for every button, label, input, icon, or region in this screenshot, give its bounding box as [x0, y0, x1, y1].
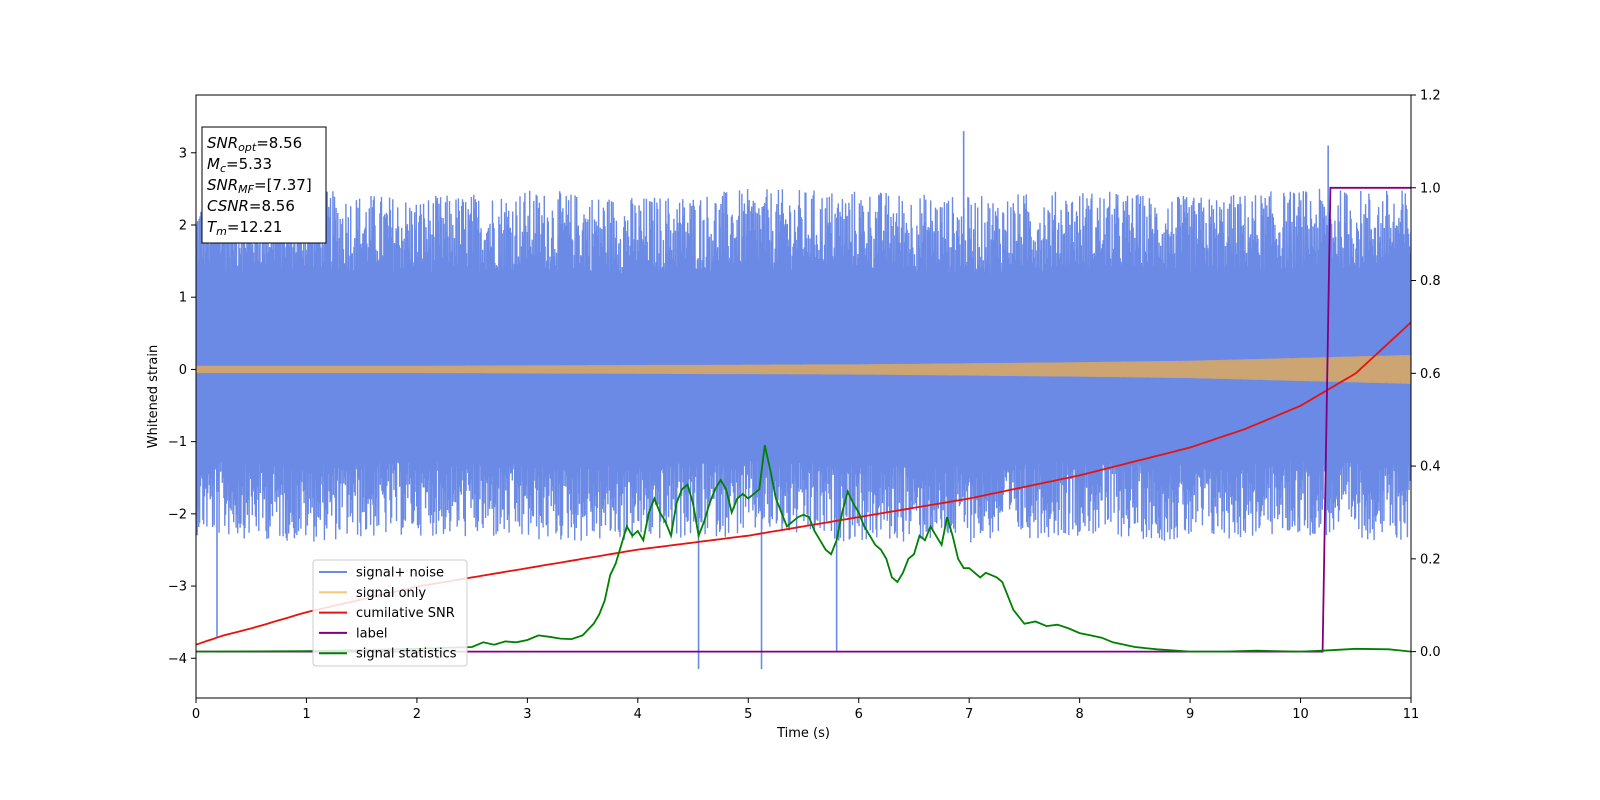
x-tick-label: 6 — [855, 707, 863, 722]
legend-entry: signal statistics — [356, 647, 457, 662]
x-tick-label: 0 — [192, 707, 200, 722]
x-tick-label: 5 — [744, 707, 752, 722]
y2-tick-label: 1.2 — [1420, 89, 1441, 104]
x-tick-label: 3 — [523, 707, 531, 722]
y-tick-label: −2 — [168, 507, 187, 522]
plot-frame — [195, 94, 1412, 699]
x-tick-label: 7 — [965, 707, 973, 722]
legend: signal+ noise signal only cumilative SNR la… — [312, 559, 468, 667]
legend-entry: cumilative SNR — [356, 606, 455, 621]
info-box-line: SNRMF=[7.37] — [207, 176, 312, 196]
y-tick-label: −1 — [168, 435, 187, 450]
x-tick-label: 11 — [1403, 707, 1420, 722]
info-box-frame — [201, 126, 327, 244]
series-signal-only — [196, 354, 1411, 384]
x-tick-label: 1 — [302, 707, 310, 722]
y-axis: −4 −3 −2 −1 0 1 2 3 — [168, 146, 196, 667]
legend-entry: label — [356, 626, 387, 641]
x-tick-label: 9 — [1186, 707, 1194, 722]
y-tick-label: −4 — [168, 652, 187, 667]
x-tick-label: 10 — [1292, 707, 1309, 722]
x-tick-label: 4 — [634, 707, 642, 722]
legend-entry: signal+ noise — [356, 566, 444, 581]
y-tick-label: −3 — [168, 580, 187, 595]
y2-tick-label: 0.0 — [1420, 645, 1441, 660]
series-signal-noise — [196, 188, 1411, 543]
y2-tick-label: 0.4 — [1420, 460, 1441, 475]
info-box-line: SNRopt=8.56 — [207, 134, 302, 154]
x-axis-label: Time (s) — [776, 726, 830, 741]
x-tick-label: 8 — [1075, 707, 1083, 722]
y2-tick-label: 1.0 — [1420, 181, 1441, 196]
info-box-line: CSNR=8.56 — [207, 197, 295, 215]
y2-tick-label: 0.2 — [1420, 552, 1441, 567]
legend-frame — [312, 559, 468, 667]
y-tick-label: 3 — [179, 146, 187, 161]
series-label — [196, 186, 1411, 653]
x-axis: 0 1 2 3 4 5 6 7 8 9 10 11 — [192, 698, 1419, 722]
y-tick-label: 1 — [179, 291, 187, 306]
y-axis-label: Whitened strain — [146, 345, 161, 448]
series-layer — [196, 127, 1411, 670]
y-tick-label: 2 — [179, 218, 187, 233]
y2-tick-label: 0.8 — [1420, 274, 1441, 289]
y2-axis-right: 0.0 0.2 0.4 0.6 0.8 1.0 1.2 — [1411, 89, 1441, 660]
y-tick-label: 0 — [179, 363, 187, 378]
y2-tick-label: 0.6 — [1420, 367, 1441, 382]
info-box-line: Mc=5.33 — [207, 155, 272, 175]
series-signal-statistics — [196, 445, 1411, 653]
x-tick-label: 2 — [413, 707, 421, 722]
info-box-line: Tm=12.21 — [207, 218, 282, 238]
legend-entry: signal only — [356, 586, 426, 601]
